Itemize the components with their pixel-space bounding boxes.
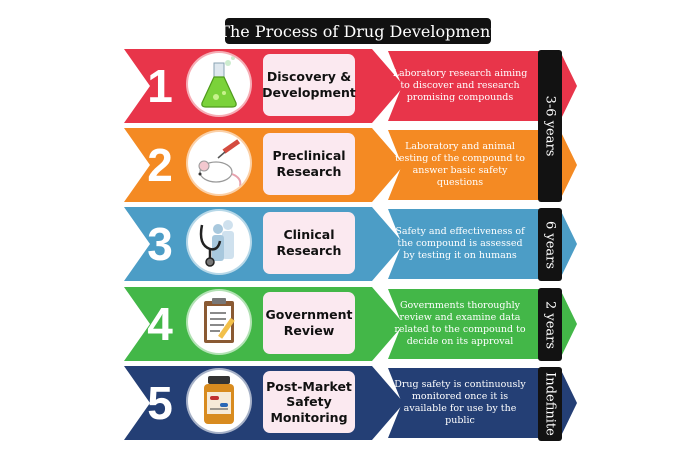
step-4-right-arrow bbox=[388, 289, 577, 359]
step-2-number: 2 bbox=[147, 139, 173, 191]
clipboard-icon bbox=[188, 291, 250, 353]
step-2-right-arrow bbox=[388, 130, 577, 200]
lab-mouse-icon bbox=[188, 132, 250, 194]
step-1-right-arrow bbox=[388, 51, 577, 121]
step-row-4: 4 Government Review Governments thorough… bbox=[0, 287, 700, 361]
step-3-label: Clinical Research bbox=[263, 212, 355, 274]
step-row-3: 3 Clinical Research Safety and effective… bbox=[0, 207, 700, 281]
step-4-number: 4 bbox=[147, 298, 173, 350]
diagram-title: The Process of Drug Development bbox=[219, 18, 497, 44]
step-2-label: Preclinical Research bbox=[263, 133, 355, 195]
step-1-description: Laboratory research aiming to discover a… bbox=[392, 68, 528, 103]
duration-bar-indefinite: Indefinite bbox=[538, 367, 562, 441]
step-3-right-arrow bbox=[388, 209, 577, 279]
step-row-5: 5 Post-Market Safety Monitoring Drug saf… bbox=[0, 366, 700, 440]
pill-bottle-icon bbox=[188, 370, 250, 432]
step-1-label: Discovery & Development bbox=[262, 54, 356, 116]
step-5-description: Drug safety is continuously monitored on… bbox=[394, 379, 526, 426]
duration-bar-3-6-years: 3-6 years bbox=[538, 50, 562, 202]
step-4-description: Governments thoroughly review and examin… bbox=[394, 300, 526, 347]
step-2-description: Laboratory and animal testing of the com… bbox=[395, 141, 525, 188]
step-row-1: 1 Discovery & Development Laboratory res… bbox=[0, 49, 700, 123]
step-3-number: 3 bbox=[147, 218, 173, 270]
duration-bar-2-years: 2 years bbox=[538, 288, 562, 361]
stethoscope-icon bbox=[188, 211, 250, 273]
step-row-2: 2 Preclinical Research Laboratory and an… bbox=[0, 128, 700, 202]
step-4-label: Government Review bbox=[263, 292, 355, 354]
flask-icon bbox=[188, 53, 250, 115]
duration-bar-6-years: 6 years bbox=[538, 208, 562, 281]
step-1-number: 1 bbox=[147, 60, 173, 112]
step-5-label: Post-Market Safety Monitoring bbox=[263, 371, 355, 433]
step-5-number: 5 bbox=[147, 377, 173, 429]
step-3-description: Safety and effectiveness of the compound… bbox=[395, 226, 525, 261]
step-5-right-arrow bbox=[388, 368, 577, 438]
